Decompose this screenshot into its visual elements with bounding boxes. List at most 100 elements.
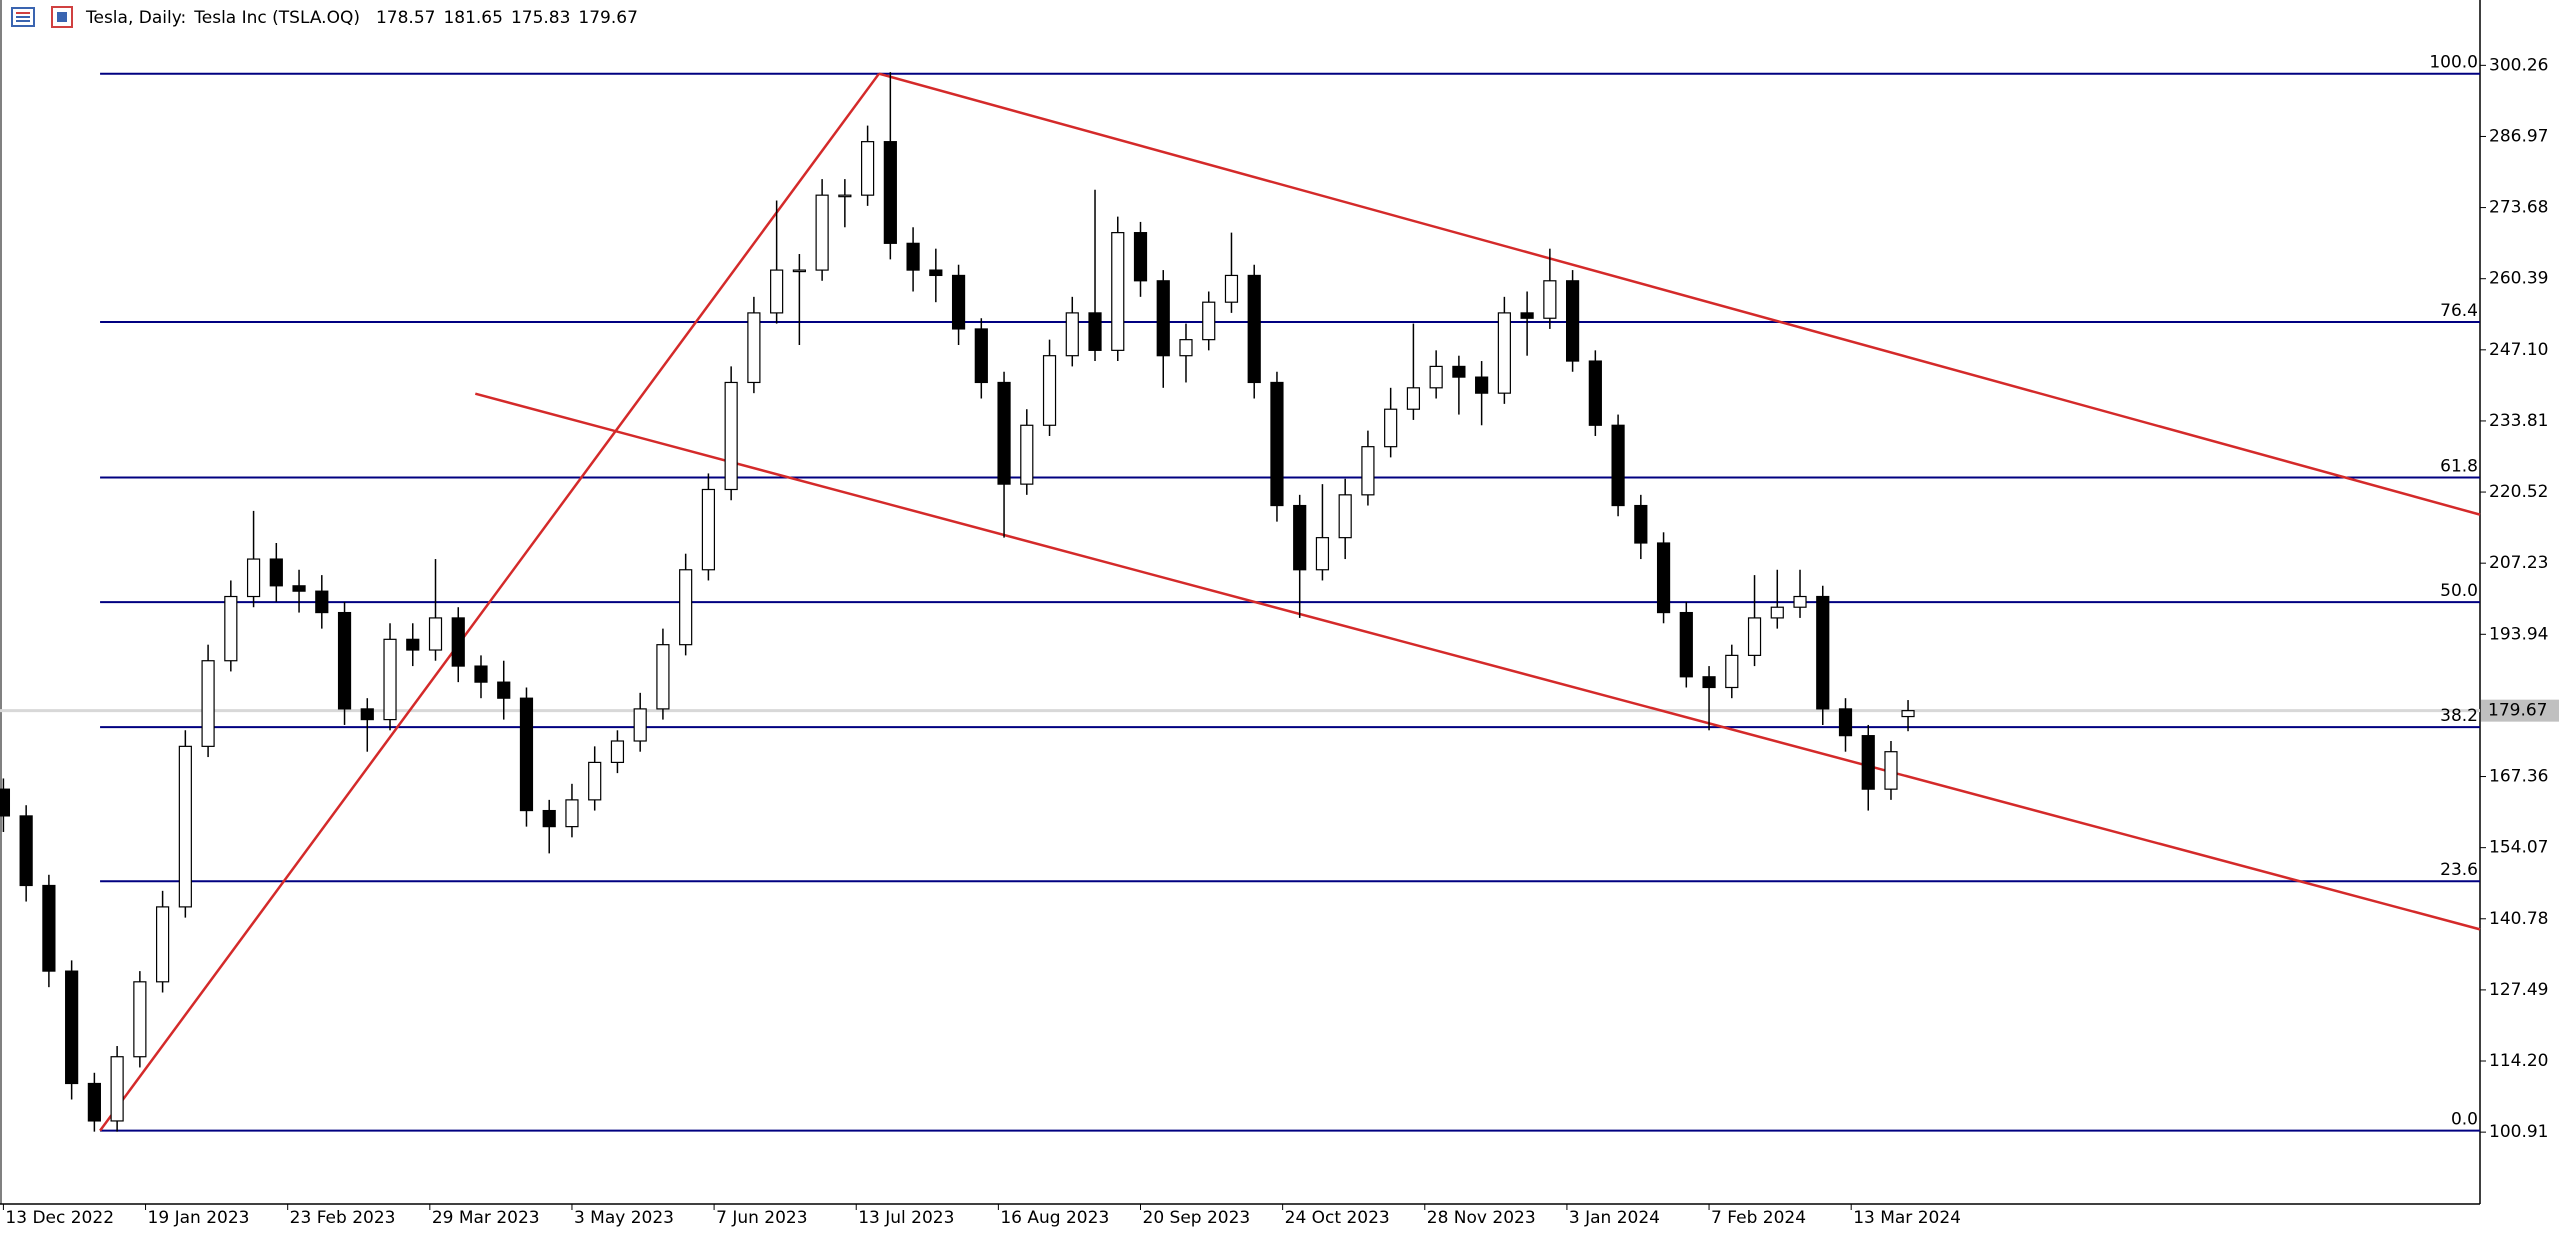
candle bbox=[1156, 270, 1170, 388]
candle bbox=[1725, 644, 1739, 699]
fib-label: 0.0 bbox=[2451, 1110, 2478, 1130]
candle bbox=[1656, 532, 1671, 624]
candle bbox=[292, 569, 306, 613]
candle-body bbox=[1224, 274, 1239, 303]
candle-body bbox=[588, 761, 602, 801]
candle bbox=[1679, 601, 1693, 688]
candle-body bbox=[656, 644, 670, 710]
x-tick-label: 19 Jan 2023 bbox=[148, 1208, 250, 1228]
candle bbox=[133, 971, 147, 1068]
candle bbox=[929, 248, 943, 303]
candle bbox=[1202, 291, 1216, 351]
candle-body bbox=[565, 799, 579, 828]
candle bbox=[156, 890, 170, 993]
candle bbox=[201, 644, 215, 758]
chart-subtitle: Tesla Inc (TSLA.OQ) bbox=[193, 8, 360, 28]
candle-body bbox=[883, 141, 897, 244]
y-tick-label: 167.36 bbox=[2489, 767, 2548, 787]
y-tick-label: 114.20 bbox=[2489, 1051, 2548, 1071]
candle-body bbox=[292, 585, 306, 592]
candle-body bbox=[1634, 504, 1648, 544]
chart-icons bbox=[11, 6, 73, 28]
candle-body bbox=[610, 740, 625, 764]
candle bbox=[315, 575, 329, 629]
candle bbox=[883, 72, 897, 260]
candle-body bbox=[1901, 710, 1915, 718]
candle bbox=[178, 730, 192, 918]
candle bbox=[1816, 585, 1830, 725]
candle-body bbox=[1725, 654, 1739, 689]
candle bbox=[1634, 494, 1648, 560]
candle bbox=[1702, 666, 1716, 731]
candle-body bbox=[929, 269, 943, 277]
fib-label: 61.8 bbox=[2440, 456, 2478, 476]
candle bbox=[815, 179, 829, 281]
candle bbox=[1475, 361, 1489, 426]
candle-body bbox=[1656, 542, 1671, 614]
candle bbox=[1338, 478, 1352, 560]
candle-body bbox=[974, 328, 988, 384]
candle bbox=[0, 778, 11, 832]
candle-body bbox=[1520, 312, 1534, 319]
candle bbox=[451, 607, 465, 683]
candle-body bbox=[474, 665, 488, 683]
candle bbox=[770, 200, 784, 324]
candle bbox=[360, 698, 374, 752]
candle bbox=[588, 746, 602, 811]
candle bbox=[1497, 296, 1511, 404]
y-tick-label: 207.23 bbox=[2489, 553, 2548, 573]
candle bbox=[701, 473, 716, 581]
x-tick-label: 7 Feb 2024 bbox=[1711, 1208, 1806, 1228]
candle bbox=[1065, 296, 1079, 367]
y-tick-label: 154.07 bbox=[2489, 838, 2548, 858]
candle-body bbox=[1111, 232, 1125, 351]
trend-line bbox=[878, 72, 2481, 516]
candle-body bbox=[906, 242, 920, 271]
candle-body bbox=[747, 312, 761, 384]
candle bbox=[747, 296, 761, 394]
candle-body bbox=[770, 269, 784, 314]
candle-body bbox=[792, 269, 806, 273]
y-tick-label: 273.68 bbox=[2489, 198, 2548, 218]
fib-label: 76.4 bbox=[2440, 301, 2478, 321]
candle-body bbox=[133, 981, 147, 1058]
candle bbox=[1747, 575, 1762, 667]
candle-body bbox=[269, 558, 283, 587]
y-tick-label: 300.26 bbox=[2489, 55, 2548, 75]
y-tick-label: 193.94 bbox=[2489, 624, 2548, 644]
candle-body bbox=[1838, 708, 1853, 737]
candle bbox=[1588, 350, 1602, 436]
candle bbox=[428, 559, 443, 661]
candle-body bbox=[633, 708, 647, 742]
candle bbox=[1224, 232, 1239, 313]
candle bbox=[1611, 414, 1625, 517]
x-tick-label: 24 Oct 2023 bbox=[1285, 1208, 1390, 1228]
candle bbox=[110, 1046, 124, 1132]
candle-body bbox=[1611, 424, 1625, 507]
fib-label: 23.6 bbox=[2440, 860, 2478, 880]
candle bbox=[1293, 494, 1307, 618]
candle-body bbox=[1861, 735, 1875, 790]
candle-body bbox=[1202, 301, 1216, 341]
candle-body bbox=[1338, 494, 1352, 539]
candle-body bbox=[65, 970, 79, 1085]
candle bbox=[19, 805, 33, 902]
candle-body bbox=[1702, 676, 1716, 689]
fib-label: 50.0 bbox=[2440, 581, 2478, 601]
candle bbox=[224, 580, 238, 672]
candle bbox=[406, 623, 420, 667]
candle-body bbox=[0, 788, 11, 817]
candle bbox=[383, 623, 397, 731]
candle bbox=[1315, 484, 1330, 581]
candle bbox=[1884, 741, 1898, 800]
candle-body bbox=[1770, 606, 1784, 619]
candle bbox=[42, 874, 56, 988]
candle bbox=[656, 628, 670, 720]
candle bbox=[1179, 323, 1193, 383]
candle-body bbox=[861, 141, 875, 196]
candle-body bbox=[1020, 424, 1034, 485]
candle-body bbox=[1065, 312, 1079, 357]
x-tick-label: 16 Aug 2023 bbox=[1000, 1208, 1109, 1228]
